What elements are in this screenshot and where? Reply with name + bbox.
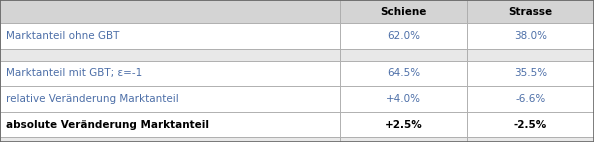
Text: Marktanteil mit GBT; ε=-1: Marktanteil mit GBT; ε=-1 [6,68,142,78]
Bar [0,0,340,23]
Bar [340,86,467,112]
Bar [0,60,340,86]
Bar [467,0,594,23]
Text: 62.0%: 62.0% [387,31,420,41]
Bar [467,49,594,60]
Text: -2.5%: -2.5% [514,120,547,130]
Text: 64.5%: 64.5% [387,68,420,78]
Bar [340,60,467,86]
Bar [467,23,594,49]
Bar [467,112,594,137]
Bar [340,23,467,49]
Bar [0,23,340,49]
Text: Marktanteil ohne GBT: Marktanteil ohne GBT [6,31,119,41]
Bar [0,112,340,137]
Bar [467,60,594,86]
Text: -6.6%: -6.6% [516,94,546,104]
Text: 38.0%: 38.0% [514,31,547,41]
Bar [467,137,594,142]
Bar [340,49,467,60]
Text: Strasse: Strasse [508,7,552,17]
Text: absolute Veränderung Marktanteil: absolute Veränderung Marktanteil [6,120,209,130]
Bar [0,86,340,112]
Bar [467,86,594,112]
Text: 35.5%: 35.5% [514,68,547,78]
Bar [0,137,340,142]
Bar [340,112,467,137]
Text: +2.5%: +2.5% [385,120,422,130]
Bar [0,49,340,60]
Text: Schiene: Schiene [380,7,426,17]
Bar [340,137,467,142]
Bar [340,0,467,23]
Text: relative Veränderung Marktanteil: relative Veränderung Marktanteil [6,94,179,104]
Text: +4.0%: +4.0% [386,94,421,104]
